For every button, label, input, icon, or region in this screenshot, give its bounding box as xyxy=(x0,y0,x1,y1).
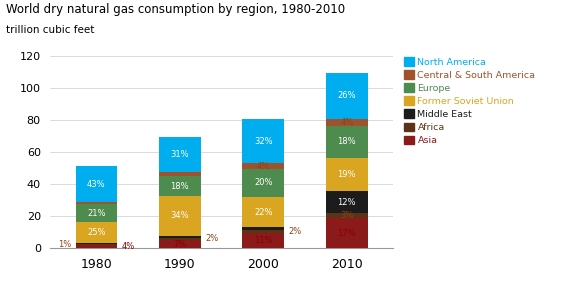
Bar xyxy=(242,230,284,233)
Text: 4%: 4% xyxy=(257,162,270,171)
Bar xyxy=(159,235,201,238)
Bar xyxy=(242,227,284,230)
Bar xyxy=(326,213,367,218)
Text: 18%: 18% xyxy=(171,182,189,191)
Legend: North America, Central & South America, Europe, Former Soviet Union, Middle East: North America, Central & South America, … xyxy=(404,57,536,145)
Text: trillion cubic feet: trillion cubic feet xyxy=(6,25,94,35)
Text: 2%: 2% xyxy=(288,227,302,236)
Bar xyxy=(159,176,201,196)
Bar xyxy=(159,136,201,172)
Bar xyxy=(242,197,284,227)
Bar xyxy=(159,196,201,235)
Bar xyxy=(159,238,201,240)
Text: 18%: 18% xyxy=(338,137,356,146)
Text: 34%: 34% xyxy=(171,212,189,221)
Bar xyxy=(326,191,367,213)
Bar xyxy=(76,245,117,248)
Text: 20%: 20% xyxy=(254,178,273,187)
Bar xyxy=(159,172,201,176)
Text: 32%: 32% xyxy=(254,136,273,146)
Bar xyxy=(159,240,201,248)
Bar xyxy=(326,218,367,248)
Bar xyxy=(242,163,284,169)
Text: 4%: 4% xyxy=(340,118,353,127)
Text: 31%: 31% xyxy=(171,150,189,159)
Text: 19%: 19% xyxy=(338,170,356,179)
Text: 11%: 11% xyxy=(254,236,273,245)
Bar xyxy=(242,119,284,163)
Bar xyxy=(76,222,117,243)
Text: 22%: 22% xyxy=(254,208,273,217)
Text: 7%: 7% xyxy=(173,240,187,249)
Bar xyxy=(326,126,367,158)
Bar xyxy=(76,204,117,222)
Bar xyxy=(242,169,284,197)
Bar xyxy=(242,233,284,248)
Bar xyxy=(326,72,367,119)
Bar xyxy=(76,244,117,245)
Bar xyxy=(326,158,367,191)
Text: World dry natural gas consumption by region, 1980-2010: World dry natural gas consumption by reg… xyxy=(6,3,345,16)
Text: 26%: 26% xyxy=(338,91,356,100)
Text: 21%: 21% xyxy=(87,208,105,217)
Text: 17%: 17% xyxy=(338,229,356,237)
Text: 43%: 43% xyxy=(87,180,105,189)
Text: 2%: 2% xyxy=(205,234,218,243)
Bar xyxy=(76,202,117,204)
Text: 1%: 1% xyxy=(58,240,71,249)
Text: 3%: 3% xyxy=(340,211,353,220)
Bar xyxy=(76,166,117,202)
Text: 12%: 12% xyxy=(338,198,356,206)
Bar xyxy=(76,243,117,244)
Text: 4%: 4% xyxy=(122,242,135,251)
Text: 25%: 25% xyxy=(87,228,105,237)
Bar xyxy=(326,119,367,126)
